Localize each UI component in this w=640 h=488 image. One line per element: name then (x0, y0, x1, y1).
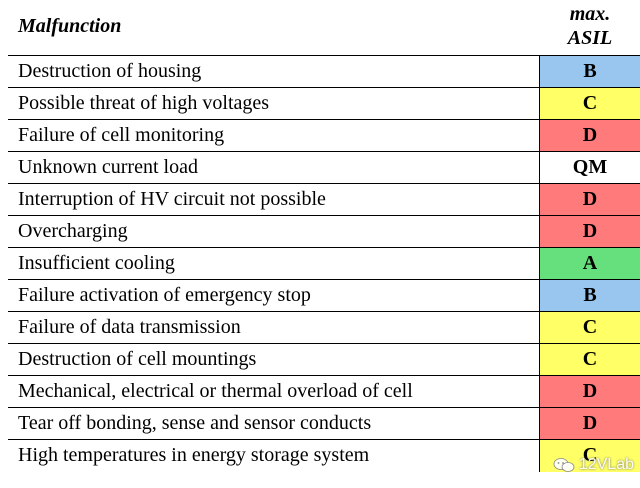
malfunction-cell: Overcharging (8, 216, 540, 247)
asil-cell: C (540, 312, 640, 343)
malfunction-cell: Unknown current load (8, 152, 540, 183)
malfunction-header: Malfunction (18, 15, 122, 37)
table-row: Interruption of HV circuit not possible D (8, 184, 640, 216)
table-row: Tear off bonding, sense and sensor condu… (8, 408, 640, 440)
malfunction-cell: Tear off bonding, sense and sensor condu… (8, 408, 540, 439)
malfunction-cell: Mechanical, electrical or thermal overlo… (8, 376, 540, 407)
table-row: Failure of cell monitoring D (8, 120, 640, 152)
table-body: Destruction of housing B Possible threat o… (8, 56, 640, 472)
wechat-icon (553, 458, 575, 472)
table-row: Unknown current load QM (8, 152, 640, 184)
table-header: Malfunction max. ASIL (8, 0, 640, 56)
malfunction-cell: Destruction of housing (8, 56, 540, 87)
malfunction-cell: Interruption of HV circuit not possible (8, 184, 540, 215)
table-row: Destruction of cell mountings C (8, 344, 640, 376)
table-row: Overcharging D (8, 216, 640, 248)
asil-cell: D (540, 120, 640, 151)
asil-cell: D (540, 184, 640, 215)
asil-cell: C (540, 344, 640, 375)
asil-table: Malfunction max. ASIL Destruction of hou… (8, 0, 640, 472)
malfunction-cell: Destruction of cell mountings (8, 344, 540, 375)
asil-cell: A (540, 248, 640, 279)
asil-cell: B (540, 280, 640, 311)
malfunction-cell: High temperatures in energy storage syst… (8, 440, 540, 472)
table-row: Possible threat of high voltages C (8, 88, 640, 120)
asil-cell: D (540, 408, 640, 439)
asil-header-line2: ASIL (567, 27, 613, 49)
asil-header: max. ASIL (540, 0, 640, 55)
asil-cell: D (540, 376, 640, 407)
table-row: Failure of data transmission C (8, 312, 640, 344)
asil-cell: C (540, 88, 640, 119)
malfunction-cell: Insufficient cooling (8, 248, 540, 279)
table-row: Destruction of housing B (8, 56, 640, 88)
asil-cell: QM (540, 152, 640, 183)
malfunction-cell: Failure of cell monitoring (8, 120, 540, 151)
table-row: High temperatures in energy storage syst… (8, 440, 640, 472)
watermark-text: 12VLab (578, 456, 634, 473)
asil-header-line1: max. (569, 3, 611, 25)
asil-cell: B (540, 56, 640, 87)
malfunction-cell: Possible threat of high voltages (8, 88, 540, 119)
malfunction-cell: Failure activation of emergency stop (8, 280, 540, 311)
table-row: Insufficient cooling A (8, 248, 640, 280)
asil-cell: D (540, 216, 640, 247)
watermark: 12VLab (553, 456, 634, 474)
malfunction-cell: Failure of data transmission (8, 312, 540, 343)
table-row: Failure activation of emergency stop B (8, 280, 640, 312)
table-row: Mechanical, electrical or thermal overlo… (8, 376, 640, 408)
